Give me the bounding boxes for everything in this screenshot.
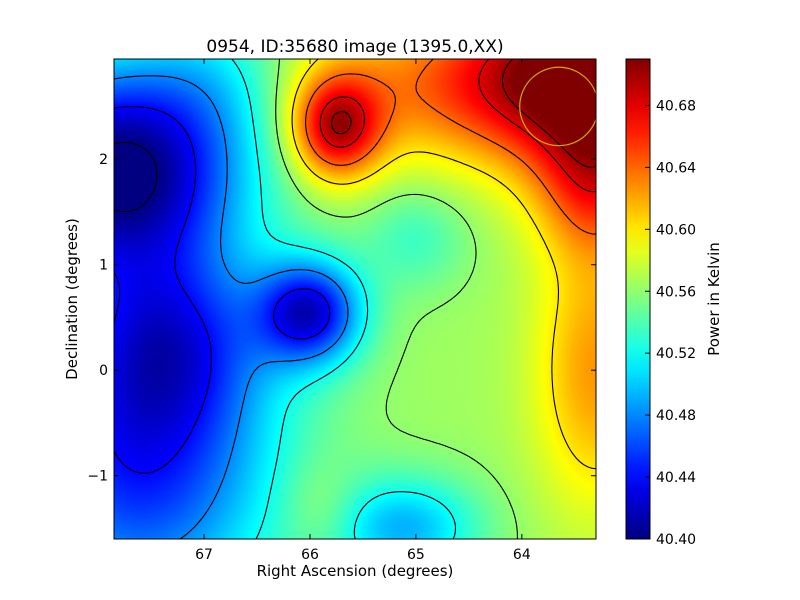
plot-frame <box>113 58 597 540</box>
y-tick-label: 1 <box>99 258 108 274</box>
colorbar-label: Power in Kelvin <box>705 242 723 356</box>
colorbar-tick-label: 40.48 <box>656 408 696 424</box>
colorbar-tick-label: 40.40 <box>656 532 696 548</box>
x-tick-label: 65 <box>407 547 425 563</box>
contour-lines <box>114 59 596 539</box>
x-axis: 67 66 65 64 <box>195 59 531 563</box>
colorbar-tick-label: 40.64 <box>656 160 696 176</box>
contour-level-1 <box>114 106 331 474</box>
x-tick-label: 64 <box>513 547 531 563</box>
contour-level-0 <box>114 141 158 213</box>
contour-level-8 <box>330 59 596 168</box>
y-axis: −1 0 1 2 <box>87 152 596 485</box>
x-axis-label: Right Ascension (degrees) <box>257 562 454 580</box>
colorbar-tick-label: 40.68 <box>656 98 696 114</box>
y-tick-label: −1 <box>87 469 108 485</box>
contour-level-4 <box>275 59 518 539</box>
y-axis-label: Declination (degrees) <box>63 218 81 380</box>
x-tick-label: 66 <box>301 547 319 563</box>
contour-level-7 <box>319 59 596 193</box>
source-circle <box>519 66 596 147</box>
colorbar-ticks: 40.40 40.44 40.48 40.52 40.56 40.60 40.64 40.68 <box>645 98 696 548</box>
y-tick-label: 0 <box>99 363 108 379</box>
heatmap-area <box>114 59 596 539</box>
chart-title: 0954, ID:35680 image (1395.0,XX) <box>206 37 503 57</box>
contour-level-3 <box>231 59 457 539</box>
colorbar-tick-label: 40.44 <box>656 470 696 486</box>
y-tick-label: 2 <box>99 152 108 168</box>
colorbar-tick-label: 40.60 <box>656 222 696 238</box>
contour-level-5 <box>291 59 596 470</box>
colorbar <box>626 59 650 539</box>
contour-level-6 <box>305 59 596 235</box>
heatmap-canvas <box>114 59 596 539</box>
colorbar-tick-label: 40.56 <box>656 284 696 300</box>
contour-level-2 <box>114 75 349 539</box>
x-tick-label: 67 <box>195 547 213 563</box>
colorbar-tick-label: 40.52 <box>656 346 696 362</box>
colorbar-frame <box>625 58 651 540</box>
